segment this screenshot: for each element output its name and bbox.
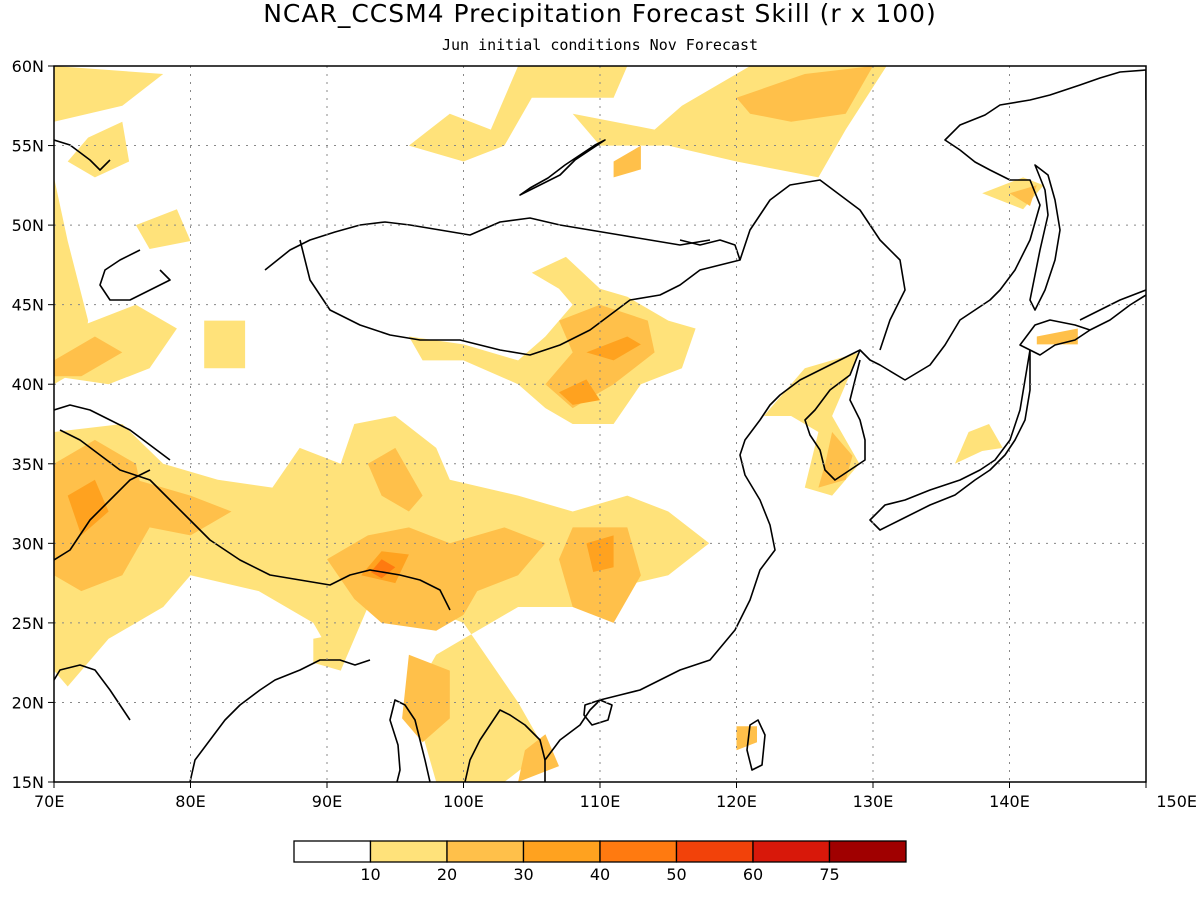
colorbar-label: 50 — [666, 865, 686, 884]
colorbar-swatch — [599, 840, 678, 863]
longitude-tick-label: 150E — [1156, 792, 1197, 811]
skill-region-level-1 — [408, 256, 696, 424]
latitude-tick-label: 20N — [12, 693, 44, 712]
skill-region-level-1 — [135, 209, 191, 249]
colorbar-label: 20 — [437, 865, 457, 884]
grid-layer — [54, 66, 1146, 782]
colorbar-swatch — [522, 840, 601, 863]
colorbar-label: 60 — [743, 865, 763, 884]
skill-region-level-2 — [1036, 328, 1078, 345]
longitude-axis: 70E 80E 90E 100E 110E 120E 130E 140E 150E — [34, 782, 1197, 811]
skill-region-level-2 — [736, 726, 757, 751]
latitude-tick-label: 15N — [12, 773, 44, 792]
colorbar-label: 30 — [513, 865, 533, 884]
longitude-tick-label: 130E — [853, 792, 894, 811]
skill-region-level-2 — [736, 66, 873, 122]
longitude-tick-label: 140E — [989, 792, 1030, 811]
map-panel — [53, 65, 1147, 783]
skill-region-level-1 — [54, 66, 164, 122]
skill-region-level-4 — [370, 559, 396, 579]
latitude-tick-label: 55N — [12, 137, 44, 156]
latitude-tick-label: 50N — [12, 216, 44, 235]
skill-region-level-2 — [402, 654, 450, 743]
skill-region-level-1 — [408, 66, 628, 162]
skill-region-level-2 — [518, 734, 559, 782]
kurils-coastline — [1089, 294, 1146, 331]
korea-coastline — [804, 349, 866, 481]
longitude-tick-label: 120E — [716, 792, 757, 811]
skill-region-level-1 — [204, 320, 246, 369]
china-northeast-border — [739, 179, 906, 351]
longitude-tick-label: 70E — [34, 792, 64, 811]
colorbar-swatch — [369, 840, 448, 863]
skill-region-level-2 — [54, 336, 123, 377]
skill-region-level-2 — [135, 479, 232, 536]
colorbar-swatch — [828, 840, 907, 863]
longitude-tick-label: 80E — [175, 792, 205, 811]
himalaya-border — [59, 429, 451, 611]
latitude-tick-label: 45N — [12, 296, 44, 315]
latitude-axis: 15N 20N 25N 30N 35N 40N 45N 50N 55N 60N — [12, 57, 54, 792]
japan-coastline — [869, 349, 1031, 531]
latitude-tick-label: 30N — [12, 534, 44, 553]
skill-region-level-1 — [954, 424, 1003, 464]
skill-region-level-2 — [545, 304, 655, 409]
skill-region-level-3 — [586, 535, 614, 572]
chart-subtitle: Jun initial conditions Nov Forecast — [442, 36, 758, 54]
india-coastline — [54, 659, 371, 782]
longitude-tick-label: 100E — [443, 792, 484, 811]
latitude-tick-label: 60N — [12, 57, 44, 76]
colorbar-swatch — [446, 840, 525, 863]
colorbar-label: 40 — [590, 865, 610, 884]
colorbar: 10 20 30 40 50 60 75 — [293, 840, 907, 884]
colorbar-label: 10 — [360, 865, 380, 884]
longitude-tick-label: 110E — [580, 792, 621, 811]
skill-region-level-1 — [67, 121, 130, 178]
colorbar-swatch — [675, 840, 754, 863]
skill-region-level-2 — [613, 145, 641, 178]
colorbar-label: 75 — [819, 865, 839, 884]
latitude-tick-label: 40N — [12, 375, 44, 394]
west-border — [54, 404, 171, 561]
sakhalin-coastline — [1029, 164, 1061, 311]
latitude-tick-label: 35N — [12, 455, 44, 474]
chart-title: NCAR_CCSM4 Precipitation Forecast Skill … — [263, 0, 937, 28]
skill-region-level-2 — [1009, 185, 1037, 206]
baikal-coastline — [519, 139, 606, 196]
skill-shading-layer — [54, 66, 1078, 782]
colorbar-swatch — [293, 840, 372, 863]
caspian-coastline — [54, 139, 171, 301]
skill-region-level-3 — [559, 379, 600, 405]
skill-region-level-2 — [367, 447, 423, 512]
longitude-tick-label: 90E — [312, 792, 342, 811]
skill-region-level-2 — [559, 527, 641, 623]
colorbar-swatch — [752, 840, 831, 863]
latitude-tick-label: 25N — [12, 614, 44, 633]
skill-region-level-3 — [67, 479, 109, 536]
taiwan-coastline — [746, 719, 766, 771]
